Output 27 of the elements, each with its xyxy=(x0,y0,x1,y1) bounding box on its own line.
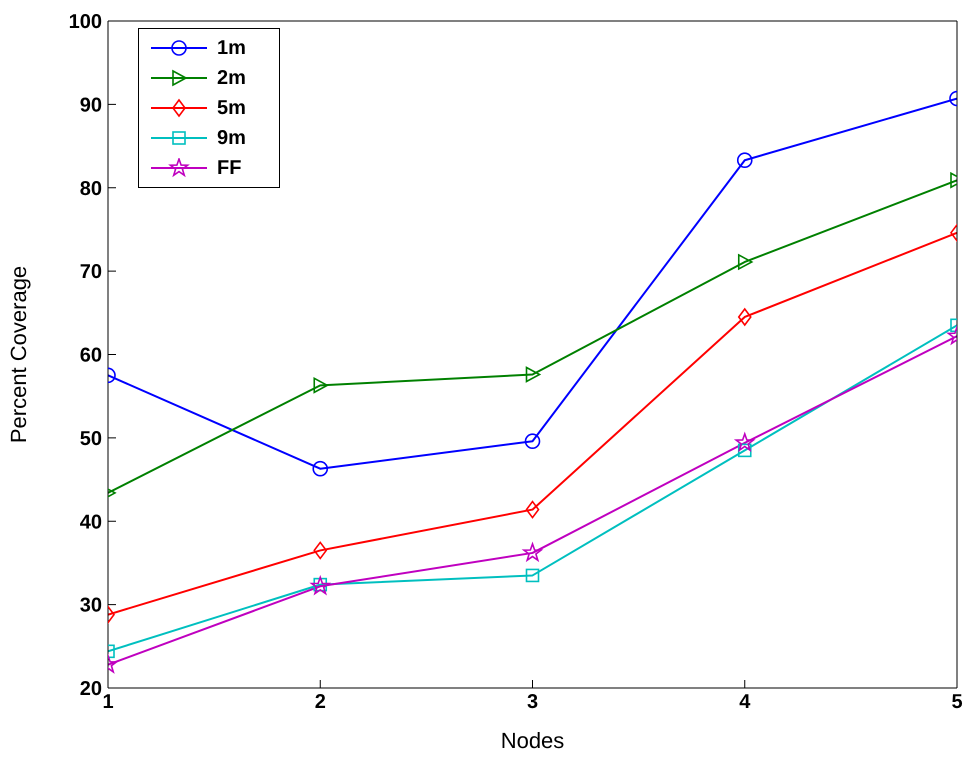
y-tick-label: 70 xyxy=(80,261,102,284)
y-tick-label: 50 xyxy=(80,428,102,450)
y-tick-label: 90 xyxy=(80,94,102,116)
x-tick-label: 2 xyxy=(314,691,326,714)
x-axis-title: Nodes xyxy=(500,728,564,753)
x-tick-label: 1 xyxy=(102,691,114,714)
x-tick-label: 5 xyxy=(951,691,963,714)
y-axis-title: Percent Coverage xyxy=(6,266,31,444)
y-tick-label: 20 xyxy=(80,678,102,700)
point xyxy=(524,433,540,450)
y-tick-label: 100 xyxy=(68,11,102,34)
legend-label: 5m xyxy=(217,96,246,120)
point xyxy=(526,500,540,518)
y-tick-label: 30 xyxy=(80,594,102,617)
point xyxy=(526,568,540,582)
legend-label: 2m xyxy=(217,66,246,90)
legend-label: FF xyxy=(217,156,242,180)
x-tick-label: 4 xyxy=(739,691,752,714)
point xyxy=(313,378,328,394)
y-tick-label: 40 xyxy=(80,511,102,534)
point xyxy=(526,366,540,382)
legend-label: 1m xyxy=(217,36,246,60)
x-tick-label: 3 xyxy=(526,691,538,714)
legend-label: 9m xyxy=(217,126,246,150)
y-tick-label: 60 xyxy=(80,344,102,367)
y-tick-label: 80 xyxy=(80,178,102,200)
point xyxy=(523,543,542,562)
